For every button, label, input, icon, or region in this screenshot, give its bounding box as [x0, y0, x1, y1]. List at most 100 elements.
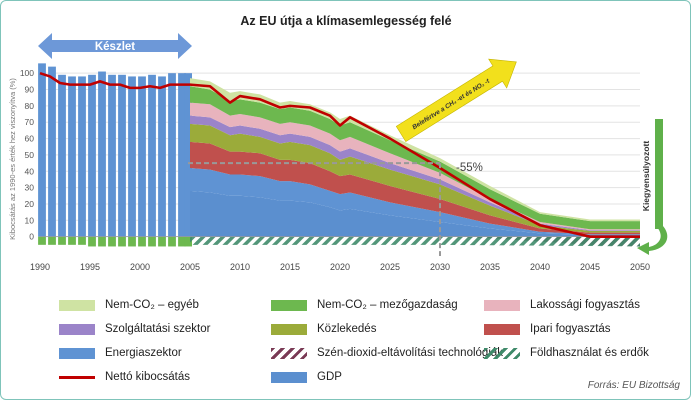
y-tick-label: 90 — [25, 85, 35, 95]
y-tick-label: 50 — [25, 150, 35, 160]
legend-swatch — [59, 375, 95, 379]
y-tick-label: 70 — [25, 117, 35, 127]
history-bar — [78, 76, 86, 237]
legend-label: Szolgáltatási szektor — [105, 323, 211, 335]
history-negative-bar — [178, 236, 186, 247]
legend-item: Szolgáltatási szektor — [59, 321, 210, 337]
history-bar — [108, 74, 116, 237]
x-tick-label: 2020 — [330, 262, 350, 272]
legend-item: Közlekedés — [271, 321, 376, 337]
legend-item: Energiaszektor — [59, 345, 182, 361]
history-negative-bar — [58, 236, 66, 245]
legend-swatch — [59, 299, 95, 311]
legend-label: Nettó kibocsátás — [105, 371, 191, 383]
legend-label: Földhasználat és erdők — [530, 347, 649, 359]
source-note: Forrás: EU Bizottság — [587, 380, 680, 391]
history-negative-bar — [38, 236, 46, 245]
history-bar — [48, 66, 56, 237]
history-bar — [168, 73, 176, 237]
history-negative-bar — [158, 236, 166, 247]
history-bar — [98, 71, 106, 237]
legend-label: Nem-CO₂ – mezőgazdaság — [317, 299, 458, 311]
area-szolg-ltat-si-szektor — [190, 115, 640, 231]
non-co2-arrow: Belefértve a CH₄ -et és NO₂ -t — [395, 58, 517, 143]
x-tick-label: 1990 — [30, 262, 50, 272]
history-bar — [148, 74, 156, 237]
legend-item: Nem-CO₂ – egyéb — [59, 297, 199, 313]
history-negative-bar — [48, 236, 56, 245]
area-energiaszektor — [190, 167, 640, 236]
x-tick-label: 2005 — [180, 262, 200, 272]
history-bar — [118, 74, 126, 237]
non-co2-arrow-shape — [395, 58, 517, 143]
x-tick-label: 2045 — [580, 262, 600, 272]
legend-swatch — [484, 299, 520, 311]
legend-label: Nem-CO₂ – egyéb — [105, 299, 199, 311]
history-bar — [58, 74, 66, 237]
legend-swatch — [59, 347, 95, 359]
history-bar — [38, 63, 46, 237]
balance-label: Kiegyensúlyozott — [641, 141, 651, 212]
stock-label: Készlet — [95, 41, 135, 53]
history-negative-bar — [118, 236, 126, 247]
area-ipari-fogyaszt-s — [190, 141, 640, 235]
history-bar — [184, 73, 192, 237]
history-negative-bar — [68, 236, 76, 245]
x-tick-label: 2040 — [530, 262, 550, 272]
legend-swatch — [484, 323, 520, 335]
area-k-zleked-s — [190, 123, 640, 233]
x-tick-label: 2015 — [280, 262, 300, 272]
legend-label: Szén-dioxid-eltávolítási technológiák — [317, 347, 504, 359]
x-tick-label: 2030 — [430, 262, 450, 272]
legend-swatch — [271, 347, 307, 359]
x-tick-label: 1995 — [80, 262, 100, 272]
chart-title: Az EU útja a klímasemlegesség felé — [240, 14, 451, 28]
legend-swatch — [271, 299, 307, 311]
x-tick-label: 2050 — [630, 262, 650, 272]
y-tick-label: 60 — [25, 134, 35, 144]
net-emissions-line — [39, 71, 640, 238]
legend-item: Nem-CO₂ – mezőgazdaság — [271, 297, 458, 313]
legend-swatch — [271, 371, 307, 383]
area-gdp — [190, 190, 640, 237]
legend-label: Közlekedés — [317, 323, 377, 335]
history-negative-bar — [184, 236, 192, 247]
x-tick-label: 2000 — [130, 262, 150, 272]
history-bar — [158, 76, 166, 237]
y-tick-label: 100 — [20, 68, 34, 78]
balance-arrow-stem — [655, 119, 663, 229]
area-land-use — [190, 236, 640, 247]
history-negative-bar — [138, 236, 146, 247]
legend: Nem-CO₂ – egyéb Nem-CO₂ – mezőgazdaság Lak… — [59, 297, 659, 393]
area-nem-co-egy-b — [190, 78, 640, 222]
legend-item: GDP — [271, 369, 342, 385]
legend-swatch — [271, 323, 307, 335]
legend-swatch — [484, 347, 520, 359]
legend-item: Földhasználat és erdők — [484, 345, 649, 361]
y-tick-label: 80 — [25, 101, 35, 111]
stock-double-arrow — [38, 33, 192, 59]
history-negative-bar — [98, 236, 106, 247]
legend-label: Energiaszektor — [105, 347, 182, 359]
history-bar — [68, 76, 76, 237]
legend-label: Ipari fogyasztás — [530, 323, 611, 335]
y-axis-label: Kibocsátás az 1990-es érték hez viszonyí… — [8, 78, 17, 240]
history-bar — [128, 76, 136, 237]
balance-arrow — [637, 225, 668, 255]
legend-item: Nettó kibocsátás — [59, 369, 190, 385]
history-negative-bar — [108, 236, 116, 247]
y-tick-label: 20 — [25, 199, 35, 209]
area-lakoss-gi-fogyaszt-s — [190, 102, 640, 231]
history-negative-bar — [78, 236, 86, 245]
history-negative-bar — [128, 236, 136, 247]
history-negative-bar — [148, 236, 156, 247]
non-co2-arrow-label: Belefértve a CH₄ -et és NO₂ -t — [411, 77, 491, 131]
legend-label: Lakossági fogyasztás — [530, 299, 640, 311]
y-tick-label: 30 — [25, 183, 35, 193]
legend-item: Lakossági fogyasztás — [484, 297, 640, 313]
x-tick-label: 2010 — [230, 262, 250, 272]
y-tick-label: 0 — [29, 232, 34, 242]
x-tick-label: 2025 — [380, 262, 400, 272]
